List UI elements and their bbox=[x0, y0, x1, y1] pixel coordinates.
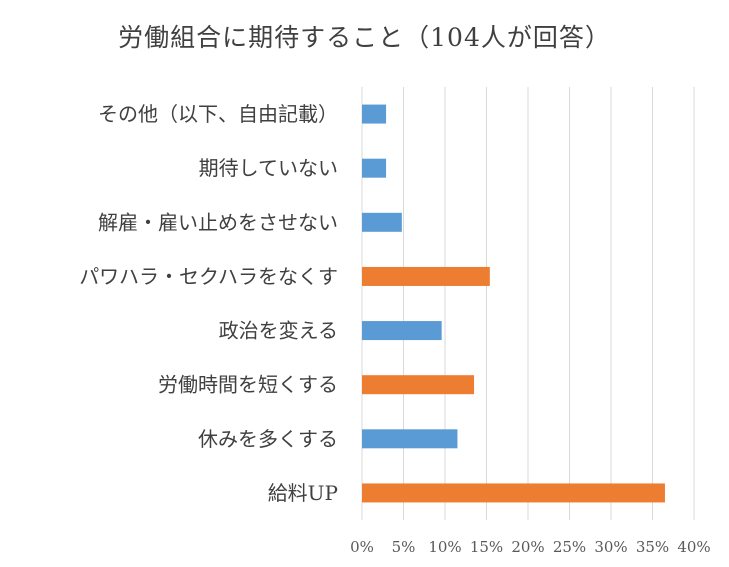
bars bbox=[362, 104, 665, 503]
x-tick-label: 40% bbox=[677, 538, 710, 556]
x-tick-label: 0% bbox=[350, 538, 374, 556]
category-label: 休みを多くする bbox=[198, 427, 338, 451]
x-tick-label: 10% bbox=[428, 538, 461, 556]
x-tick-label: 20% bbox=[511, 538, 544, 556]
x-tick-label: 35% bbox=[636, 538, 669, 556]
x-tick-label: 15% bbox=[470, 538, 503, 556]
chart-title: 労働組合に期待すること（104人が回答） bbox=[118, 23, 611, 52]
category-label: 給料UP bbox=[268, 481, 338, 505]
category-label: パワハラ・セクハラをなくす bbox=[79, 264, 338, 288]
category-label: 政治を変える bbox=[219, 319, 338, 343]
x-tick-label: 30% bbox=[594, 538, 627, 556]
bar bbox=[362, 266, 490, 286]
category-label: 労働時間を短くする bbox=[158, 373, 338, 397]
category-label: 期待していない bbox=[199, 156, 338, 180]
category-label: その他（以下、自由記載） bbox=[98, 102, 338, 126]
bar bbox=[362, 158, 387, 178]
bar bbox=[362, 212, 402, 232]
x-tick-labels: 0% 5% 10% 15% 20% 25% 30% 35% 40% bbox=[350, 538, 711, 556]
bar bbox=[362, 375, 475, 395]
x-tick-label: 25% bbox=[553, 538, 586, 556]
bar bbox=[362, 429, 458, 449]
bar bbox=[362, 104, 387, 124]
bar bbox=[362, 321, 442, 341]
bar bbox=[362, 483, 665, 503]
x-tick-label: 5% bbox=[392, 538, 416, 556]
category-label: 解雇・雇い止めをさせない bbox=[98, 210, 338, 234]
category-labels: その他（以下、自由記載） 期待していない解雇・雇い止めをさせないパワハラ・セクハラ… bbox=[79, 102, 338, 505]
gridlines bbox=[361, 87, 695, 520]
